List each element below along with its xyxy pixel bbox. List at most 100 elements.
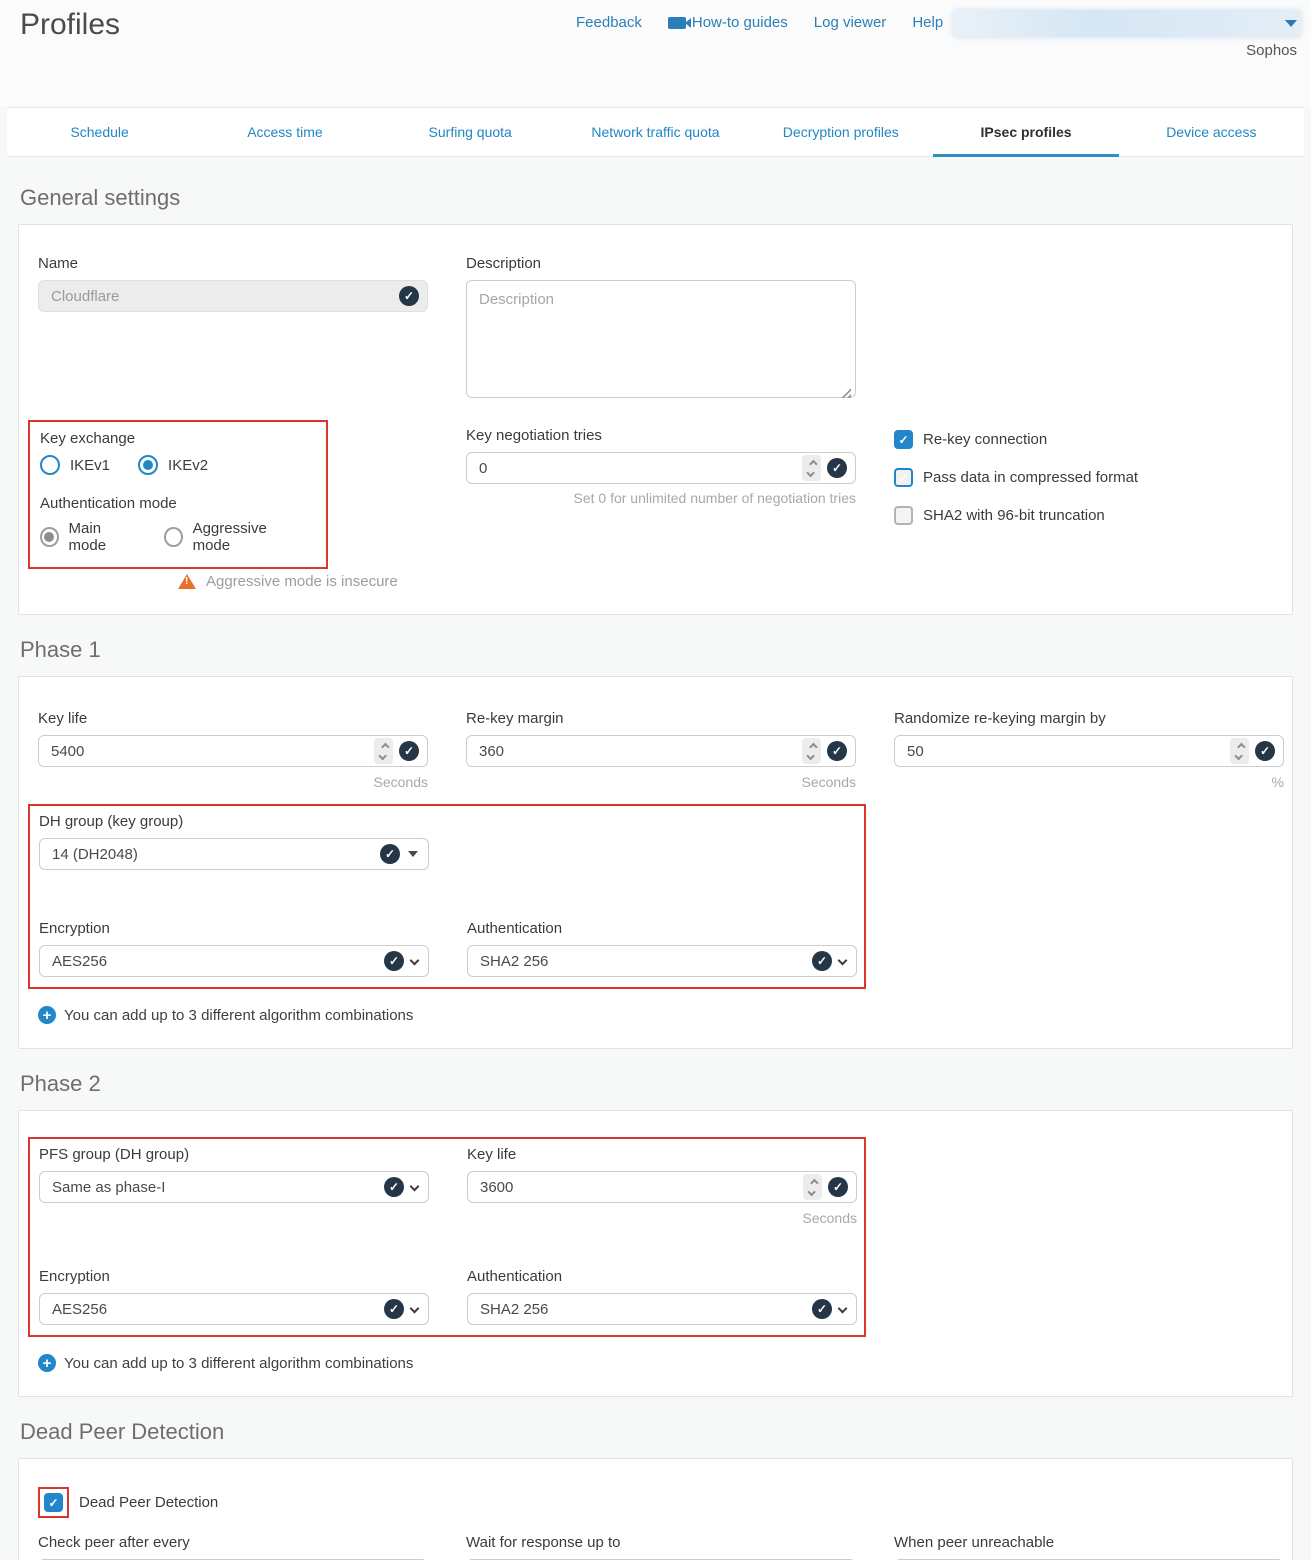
chevron-down-icon: [1285, 20, 1297, 27]
spinner-down-icon: [377, 751, 387, 760]
compressed-format-label: Pass data in compressed format: [923, 469, 1139, 486]
valid-check-icon: ✓: [812, 1299, 832, 1319]
p1-randomize-label: Randomize re-keying margin by: [894, 710, 1106, 727]
valid-check-icon: ✓: [399, 741, 419, 761]
name-input[interactable]: Cloudflare ✓: [38, 280, 428, 312]
p1-encryption-select[interactable]: AES256 ✓: [39, 945, 429, 977]
p1-authentication-select[interactable]: SHA2 256 ✓: [467, 945, 857, 977]
log-viewer-link[interactable]: Log viewer: [814, 14, 887, 31]
spinner-up-icon: [808, 742, 818, 751]
phase2-panel: PFS group (DH group) Same as phase-I ✓ K…: [18, 1110, 1293, 1397]
p1-rekey-margin-input[interactable]: 360 ✓: [466, 735, 856, 767]
p1-key-life-label: Key life: [38, 710, 88, 727]
tab-device-access[interactable]: Device access: [1166, 124, 1257, 140]
account-device-menu[interactable]: [953, 10, 1301, 37]
p2-key-life-input[interactable]: 3600 ✓: [467, 1171, 857, 1203]
video-camera-icon: [667, 16, 686, 29]
rekey-connection-label: Re-key connection: [923, 431, 1048, 448]
phase2-algorithms-annotation-box: PFS group (DH group) Same as phase-I ✓ K…: [28, 1137, 866, 1337]
feedback-link[interactable]: Feedback: [576, 14, 642, 31]
p1-randomize-unit: %: [1271, 774, 1284, 790]
chevron-down-icon: [837, 955, 848, 965]
pfs-group-value: Same as phase-I: [52, 1178, 166, 1196]
number-spinner[interactable]: [374, 738, 393, 764]
page-header: Profiles Feedback How-to guides Log view…: [0, 0, 1311, 107]
tab-ipsec-profiles[interactable]: IPsec profiles: [933, 108, 1119, 157]
compressed-format-checkbox[interactable]: ✓: [894, 468, 913, 487]
name-value: Cloudflare: [51, 287, 120, 305]
wait-response-label: Wait for response up to: [466, 1534, 621, 1551]
number-spinner[interactable]: [802, 455, 821, 481]
aggressive-mode-warning: Aggressive mode is insecure: [206, 573, 398, 590]
p1-rekey-margin-unit: Seconds: [801, 774, 856, 790]
phase1-panel: Key life 5400 ✓ Seconds Re-key margin 36…: [18, 676, 1293, 1049]
tab-decryption-profiles[interactable]: Decryption profiles: [782, 124, 899, 140]
header-links: Feedback How-to guides Log viewer Help: [576, 14, 943, 31]
warning-icon: [178, 574, 196, 589]
tab-network-traffic-quota[interactable]: Network traffic quota: [591, 124, 720, 140]
dpd-checkbox[interactable]: ✓: [44, 1493, 63, 1512]
add-icon[interactable]: +: [38, 1006, 56, 1024]
ikev2-label: IKEv2: [168, 456, 209, 474]
add-icon[interactable]: +: [38, 1354, 56, 1372]
spinner-down-icon: [806, 1187, 816, 1196]
help-link[interactable]: Help: [912, 14, 943, 31]
description-label: Description: [466, 255, 542, 272]
pfs-group-label: PFS group (DH group): [39, 1146, 190, 1163]
p1-randomize-value: 50: [907, 742, 924, 760]
valid-check-icon: ✓: [384, 1299, 404, 1319]
key-negotiation-value: 0: [479, 459, 488, 477]
key-negotiation-helper: Set 0 for unlimited number of negotiatio…: [573, 490, 857, 506]
tab-schedule[interactable]: Schedule: [70, 124, 129, 140]
dpd-panel: ✓ Dead Peer Detection Check peer after e…: [18, 1458, 1293, 1560]
rekey-connection-checkbox[interactable]: ✓: [894, 430, 913, 449]
phase1-heading: Phase 1: [20, 637, 101, 662]
chevron-down-icon: [837, 1303, 848, 1313]
number-spinner[interactable]: [1230, 738, 1249, 764]
dropdown-triangle-icon: [408, 851, 418, 857]
p1-randomize-input[interactable]: 50 ✓: [894, 735, 1284, 767]
chevron-down-icon: [409, 1303, 420, 1313]
radio-ikev2[interactable]: [138, 455, 159, 475]
log-viewer-label: Log viewer: [813, 14, 887, 31]
feedback-label: Feedback: [576, 14, 642, 31]
p1-encryption-value: AES256: [52, 952, 108, 970]
number-spinner[interactable]: [803, 1174, 822, 1200]
p1-key-life-input[interactable]: 5400 ✓: [38, 735, 428, 767]
howto-guides-link[interactable]: How-to guides: [667, 14, 788, 31]
key-exchange-label: Key exchange: [40, 430, 136, 447]
dh-group-select[interactable]: 14 (DH2048) ✓: [39, 838, 429, 870]
p1-authentication-label: Authentication: [467, 920, 563, 937]
valid-check-icon: ✓: [1255, 741, 1275, 761]
spinner-up-icon: [380, 742, 390, 751]
key-negotiation-input[interactable]: 0 ✓: [466, 452, 856, 484]
sha2-truncation-checkbox[interactable]: [894, 506, 913, 525]
radio-ikev1[interactable]: [40, 455, 60, 475]
dh-group-value: 14 (DH2048): [52, 845, 138, 863]
p1-rekey-margin-value: 360: [479, 742, 505, 760]
brand-label: Sophos: [1246, 42, 1297, 59]
key-negotiation-label: Key negotiation tries: [466, 427, 602, 444]
when-unreachable-label: When peer unreachable: [894, 1534, 1055, 1551]
p2-authentication-select[interactable]: SHA2 256 ✓: [467, 1293, 857, 1325]
p2-key-life-label: Key life: [467, 1146, 517, 1163]
p2-authentication-label: Authentication: [467, 1268, 563, 1285]
help-label: Help: [912, 14, 944, 31]
valid-check-icon: ✓: [384, 1177, 404, 1197]
dpd-checkbox-annotation-box: ✓: [38, 1487, 69, 1518]
number-spinner[interactable]: [802, 738, 821, 764]
valid-check-icon: ✓: [827, 741, 847, 761]
p2-key-life-unit: Seconds: [802, 1210, 857, 1226]
valid-check-icon: ✓: [380, 844, 400, 864]
tab-surfing-quota[interactable]: Surfing quota: [428, 124, 512, 140]
p1-add-combination-note: + You can add up to 3 different algorith…: [38, 1006, 1273, 1024]
radio-main-mode[interactable]: [40, 527, 59, 547]
p2-encryption-select[interactable]: AES256 ✓: [39, 1293, 429, 1325]
p1-add-note-text: You can add up to 3 different algorithm …: [64, 1006, 414, 1024]
pfs-group-select[interactable]: Same as phase-I ✓: [39, 1171, 429, 1203]
page-title: Profiles: [20, 8, 121, 41]
name-label: Name: [38, 255, 79, 272]
radio-aggressive-mode[interactable]: [164, 527, 183, 547]
tab-access-time[interactable]: Access time: [247, 124, 323, 140]
description-input[interactable]: [466, 280, 856, 398]
